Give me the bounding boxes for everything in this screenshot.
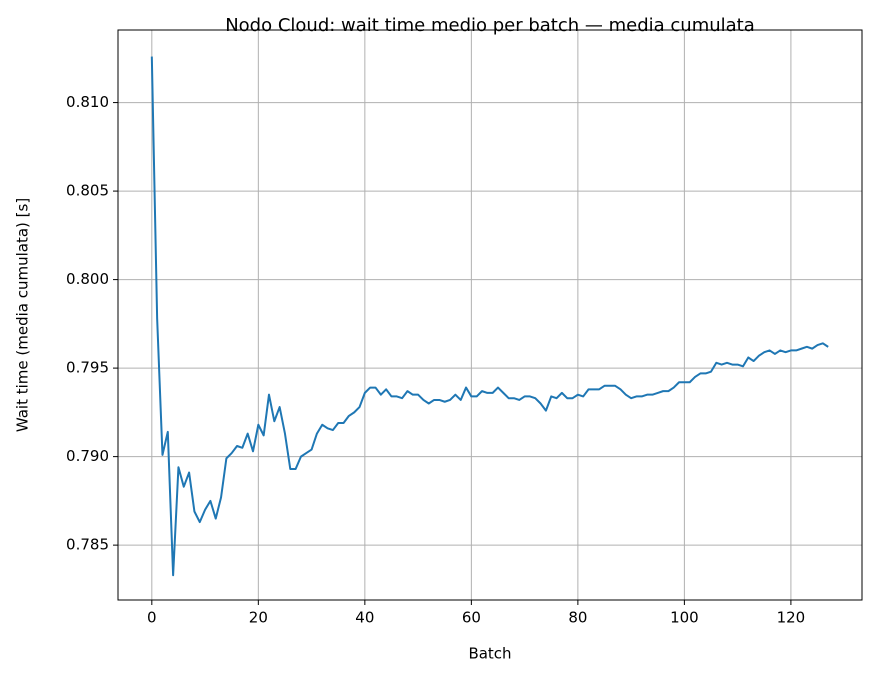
chart-title: Nodo Cloud: wait time medio per batch — … xyxy=(225,15,755,36)
y-axis-label: Wait time (media cumulata) [s] xyxy=(14,198,32,432)
x-tick-label: 20 xyxy=(249,609,268,627)
x-tick-label: 80 xyxy=(568,609,587,627)
x-axis-label: Batch xyxy=(468,645,511,663)
x-tick-label: 120 xyxy=(777,609,806,627)
y-tick-label: 0.800 xyxy=(66,270,109,288)
x-tick-label: 40 xyxy=(355,609,374,627)
y-tick-label: 0.810 xyxy=(66,93,109,111)
x-tick-label: 0 xyxy=(147,609,157,627)
plot-frame xyxy=(117,29,863,601)
x-tick-label: 60 xyxy=(462,609,481,627)
x-tick-label: 100 xyxy=(670,609,699,627)
y-tick-label: 0.795 xyxy=(66,359,109,377)
y-tick-label: 0.805 xyxy=(66,182,109,200)
y-tick-label: 0.785 xyxy=(66,536,109,554)
data-line xyxy=(150,56,829,577)
y-tick-label: 0.790 xyxy=(66,447,109,465)
